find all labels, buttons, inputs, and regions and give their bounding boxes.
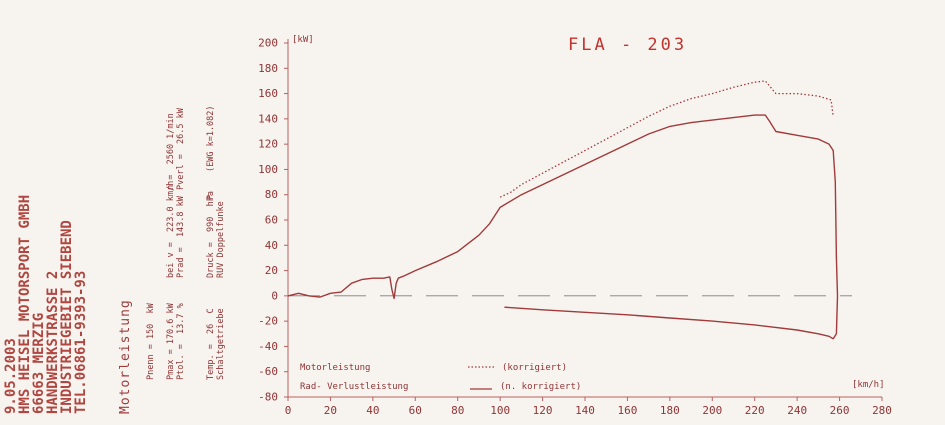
y-tick-label: 160 — [258, 87, 278, 100]
y-tick-label: 120 — [258, 138, 278, 151]
y-tick-label: 0 — [271, 289, 278, 302]
y-tick-label: 100 — [258, 163, 278, 176]
x-tick-label: 280 — [872, 404, 892, 417]
x-tick-label: 200 — [702, 404, 722, 417]
x-tick-label: 160 — [617, 404, 637, 417]
x-tick-label: 120 — [533, 404, 553, 417]
x-tick-label: 100 — [490, 404, 510, 417]
x-tick-label: 40 — [366, 404, 379, 417]
y-tick-label: 80 — [265, 188, 278, 201]
chart-series — [287, 80, 839, 340]
y-tick-label: -20 — [258, 315, 278, 328]
x-tick-label: 220 — [745, 404, 765, 417]
series-line-2 — [504, 306, 837, 340]
y-tick-label: 200 — [258, 37, 278, 50]
legend-korrigiert: (korrigiert) — [502, 363, 567, 373]
legend: Motorleistung (korrigiert) Rad- Verlustl… — [300, 363, 581, 392]
y-tick-label: -40 — [258, 340, 278, 353]
chart-title: FLA - 203 — [568, 35, 687, 55]
y-tick-label: 60 — [265, 214, 278, 227]
x-tick-label: 140 — [575, 404, 595, 417]
y-tick-label: -60 — [258, 365, 278, 378]
y-axis-unit: [kW] — [292, 35, 314, 45]
legend-motorleistung: Motorleistung — [300, 363, 370, 373]
chart-axes — [287, 39, 882, 398]
legend-nicht-korrigiert: (n. korrigiert) — [500, 382, 581, 392]
x-tick-label: 0 — [285, 404, 292, 417]
x-tick-label: 240 — [787, 404, 807, 417]
series-line-1 — [287, 114, 839, 334]
legend-rad-verlust: Rad- Verlustleistung — [300, 382, 408, 392]
y-tick-label: 140 — [258, 112, 278, 125]
series-line-0 — [499, 80, 834, 198]
y-tick-label: 20 — [265, 264, 278, 277]
x-tick-label: 60 — [409, 404, 422, 417]
y-tick-label: 180 — [258, 62, 278, 75]
x-tick-label: 260 — [830, 404, 850, 417]
x-tick-label: 80 — [451, 404, 464, 417]
x-tick-label: 20 — [324, 404, 337, 417]
x-axis-unit: [km/h] — [852, 380, 885, 390]
x-tick-labels: 0 20 40 60 80 100 120 140 160 180 200 220 240 260 280 — [285, 397, 892, 417]
x-tick-label: 180 — [660, 404, 680, 417]
y-tick-label: -80 — [258, 391, 278, 404]
y-tick-label: 40 — [265, 239, 278, 252]
